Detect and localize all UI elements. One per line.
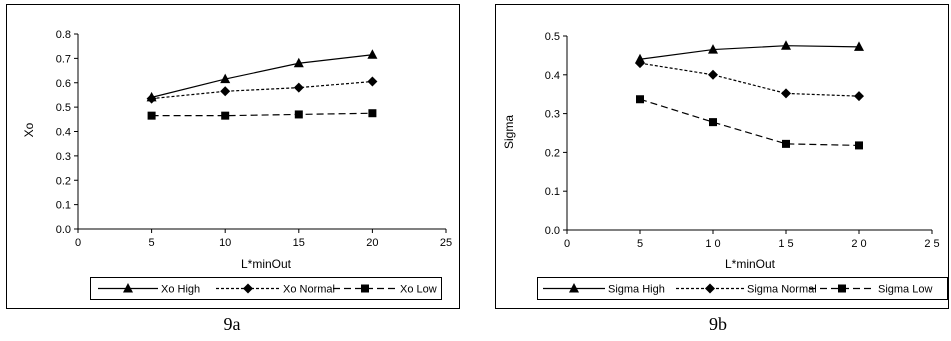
- data-point-square: [294, 110, 303, 119]
- y-tick-label: 0.6: [56, 78, 71, 90]
- x-tick-label: 5: [637, 238, 643, 250]
- data-point-triangle: [293, 57, 304, 68]
- y-axis-title: Xo: [22, 122, 36, 137]
- data-point-diamond: [293, 82, 304, 93]
- legend-marker-square: [361, 284, 369, 293]
- chart-1: 0.0 0.1 0.2 0.3 0.4 0.5 0.6 0.7 0.8 0 5 10 15 20 25 L*m…: [6, 4, 460, 309]
- x-tick-label: 2 5: [924, 238, 939, 250]
- y-axis-title: Sigma: [502, 115, 516, 149]
- figure-caption: 9a: [224, 314, 241, 334]
- legend-label: Xo Normal: [283, 284, 335, 296]
- data-point-diamond: [220, 86, 231, 97]
- series-line: [151, 54, 373, 98]
- x-tick-label: 5: [149, 237, 155, 249]
- series-line: [639, 45, 860, 60]
- x-axis-title: L*minOut: [241, 257, 292, 271]
- data-point-diamond: [708, 69, 718, 80]
- data-point-triangle: [781, 40, 791, 50]
- x-axis-title: L*minOut: [725, 257, 776, 271]
- x-tick-label: 15: [293, 237, 305, 249]
- y-tick-label: 0.4: [56, 127, 71, 139]
- chart-frame: [6, 4, 460, 309]
- series-diamond: [146, 76, 378, 104]
- y-tick-label: 0.8: [56, 29, 71, 41]
- legend-label: Sigma High: [608, 284, 665, 296]
- x-tick-label: 0: [75, 237, 81, 249]
- y-tick-label: 0.1: [56, 200, 71, 212]
- data-point-square: [221, 111, 230, 120]
- data-point-triangle: [220, 73, 231, 84]
- data-point-square: [368, 109, 377, 118]
- legend-label: Sigma Normal: [747, 284, 817, 296]
- series-diamond: [635, 58, 864, 102]
- legend-label: Sigma Low: [878, 284, 932, 296]
- data-point-diamond: [146, 93, 157, 104]
- y-tick-label: 0.5: [56, 102, 71, 114]
- series-square: [636, 95, 863, 150]
- y-tick-label: 0.0: [56, 224, 71, 236]
- data-point-triangle: [367, 49, 378, 59]
- legend-marker-diamond: [243, 283, 253, 294]
- series-line: [639, 98, 860, 147]
- x-tick-label: 1 0: [705, 238, 720, 250]
- y-tick-label: 0.0: [545, 225, 560, 237]
- legend-marker-triangle: [123, 283, 133, 293]
- legend-marker-square: [838, 284, 846, 293]
- series-line: [151, 80, 373, 100]
- data-point-diamond: [367, 76, 378, 87]
- legend-marker-triangle: [569, 283, 579, 293]
- data-point-square: [782, 139, 790, 148]
- figure-caption: 9b: [709, 314, 727, 334]
- data-point-diamond: [781, 88, 791, 99]
- y-tick-label: 0.4: [545, 70, 560, 82]
- series-square: [147, 109, 377, 120]
- y-tick-label: 0.3: [545, 109, 560, 121]
- data-point-square: [147, 111, 156, 120]
- y-tick-label: 0.1: [545, 186, 560, 198]
- series-line: [151, 112, 373, 117]
- legend-label: Xo Low: [400, 284, 437, 296]
- x-tick-label: 1 5: [778, 238, 793, 250]
- data-point-triangle: [854, 41, 864, 51]
- legend-label: Xo High: [161, 284, 200, 296]
- x-tick-label: 0: [564, 238, 570, 250]
- data-point-diamond: [854, 91, 864, 102]
- data-point-triangle: [708, 44, 718, 54]
- data-point-diamond: [635, 58, 645, 69]
- legend-marker-diamond: [705, 283, 715, 294]
- legend: Sigma High Sigma Normal Sigma Low: [537, 277, 948, 300]
- series-line: [639, 62, 860, 97]
- x-tick-label: 10: [219, 237, 231, 249]
- y-tick-label: 0.7: [56, 53, 71, 65]
- x-tick-label: 20: [366, 237, 378, 249]
- legend: Xo High Xo Normal Xo Low: [90, 277, 442, 300]
- data-point-square: [855, 141, 863, 150]
- y-tick-label: 0.5: [545, 31, 560, 43]
- y-tick-label: 0.2: [545, 147, 560, 159]
- x-tick-label: 25: [440, 237, 452, 249]
- y-tick-label: 0.2: [56, 175, 71, 187]
- data-point-square: [709, 118, 717, 127]
- data-point-square: [636, 95, 644, 104]
- x-tick-label: 2 0: [851, 238, 866, 250]
- chart-frame: [495, 4, 949, 309]
- y-tick-label: 0.3: [56, 151, 71, 163]
